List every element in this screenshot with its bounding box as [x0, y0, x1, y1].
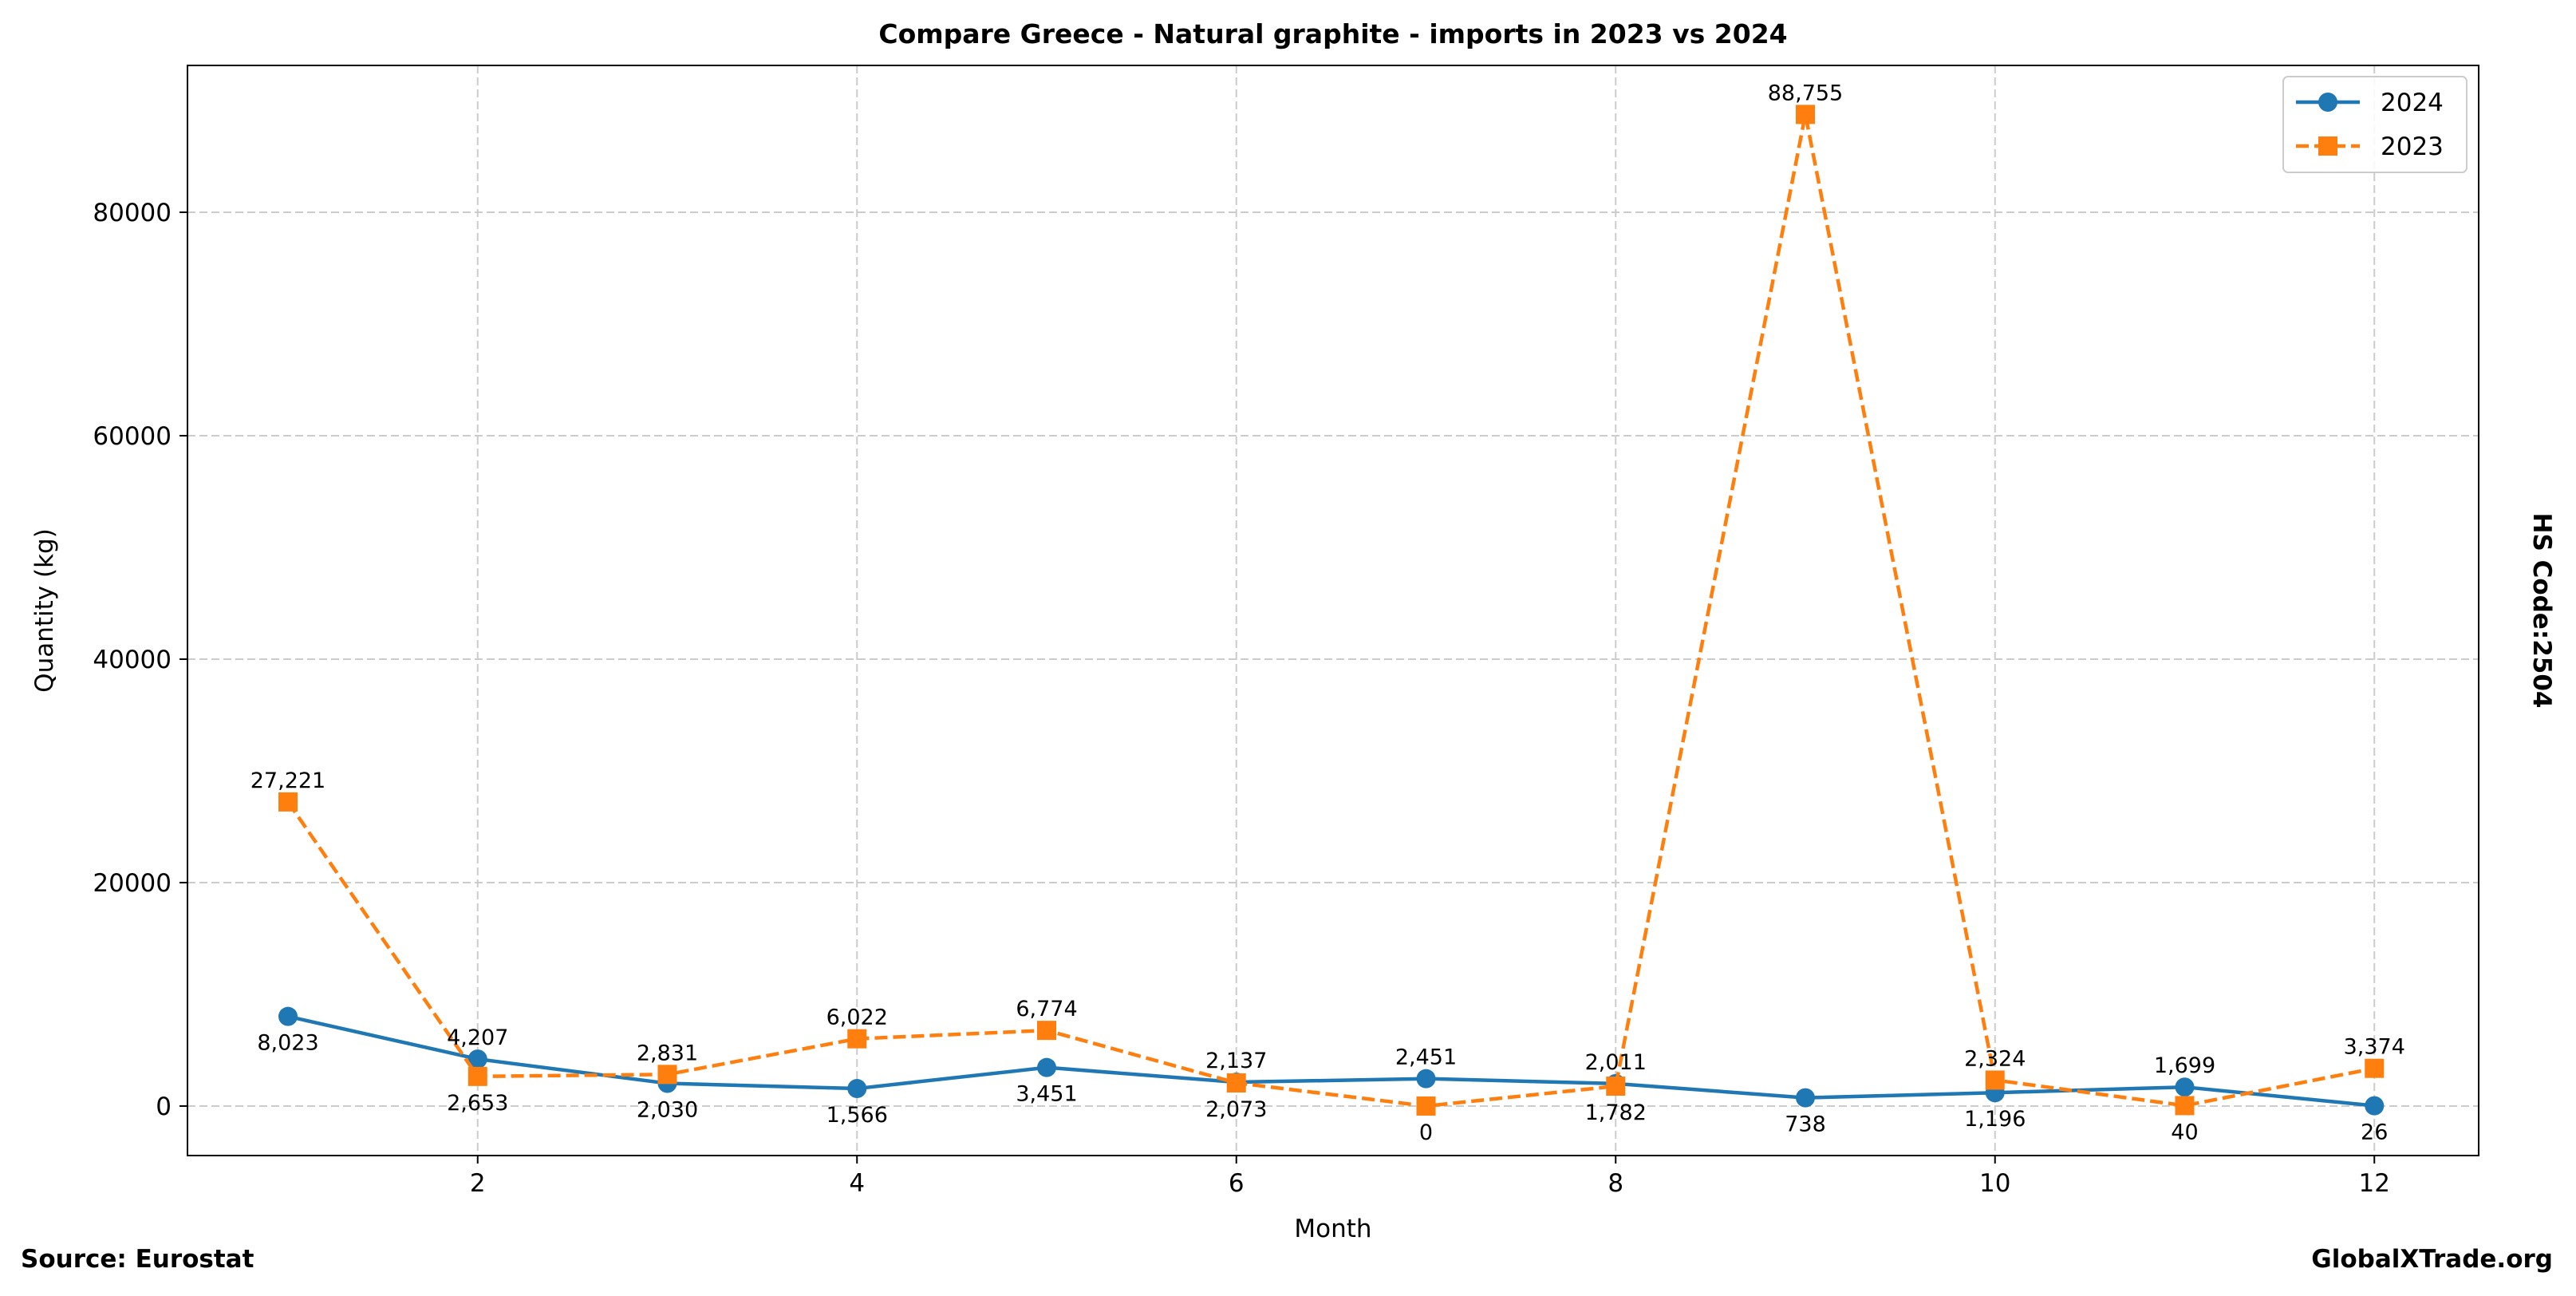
data-point-2024 [467, 1049, 487, 1069]
data-point-2023 [1795, 105, 1815, 124]
x-axis-label: Month [1294, 1215, 1371, 1243]
hs-code-label: HS Code:2504 [2527, 512, 2556, 708]
data-label-2023: 40 [2171, 1120, 2198, 1144]
data-label-2024: 2,030 [637, 1098, 698, 1123]
data-point-2023 [2175, 1096, 2195, 1116]
y-tick-label: 40000 [93, 646, 172, 674]
x-tick-label: 8 [1608, 1169, 1623, 1198]
data-label-2024: 1,566 [826, 1103, 888, 1128]
legend: 2024 2023 [2282, 76, 2468, 173]
data-label-2023: 1,782 [1585, 1100, 1647, 1125]
data-label-2023: 27,221 [250, 769, 325, 793]
x-tick-label: 4 [849, 1169, 865, 1198]
x-tick-label: 6 [1229, 1169, 1245, 1198]
legend-label-2023: 2023 [2381, 132, 2444, 161]
data-label-2024: 3,451 [1016, 1082, 1077, 1107]
legend-marker-2024 [2318, 93, 2337, 112]
data-label-2024: 8,023 [257, 1031, 318, 1056]
data-point-2023 [1416, 1096, 1436, 1116]
data-point-2023 [1606, 1077, 1626, 1096]
y-tick-label: 80000 [93, 199, 172, 227]
y-tick-label: 60000 [93, 422, 172, 451]
data-label-2023: 0 [1419, 1120, 1433, 1145]
plot-frame [187, 65, 2479, 1156]
data-label-2023: 88,755 [1768, 81, 1843, 105]
y-tick-label: 0 [156, 1093, 172, 1121]
data-point-2024 [2175, 1077, 2195, 1097]
data-point-2024 [278, 1006, 298, 1026]
series-line-2024 [287, 1014, 2375, 1108]
y-axis-label: Quantity (kg) [30, 528, 59, 693]
series-layer [278, 105, 2385, 1116]
source-label: Source: Eurostat [21, 1245, 254, 1274]
data-label-2024: 2,011 [1585, 1050, 1647, 1075]
grid [187, 65, 2479, 1156]
data-point-2023 [467, 1066, 487, 1086]
x-tick-label: 2 [470, 1169, 486, 1198]
legend-marker-2023 [2318, 136, 2337, 156]
x-tick-label: 12 [2359, 1169, 2390, 1198]
data-point-2023 [1985, 1070, 2005, 1090]
data-label-2024: 2,137 [1205, 1049, 1267, 1073]
data-labels: 8,023 4,207 2,030 1,566 3,451 2,137 2,451 2,011… [250, 81, 2405, 1145]
y-tick-label: 20000 [93, 869, 172, 898]
data-label-2024: 4,207 [447, 1025, 508, 1050]
series-line-2023 [286, 113, 2375, 1108]
data-point-2024 [1795, 1088, 1815, 1108]
chart-title: Compare Greece - Natural graphite - impo… [878, 18, 1787, 49]
data-point-2023 [847, 1029, 867, 1049]
legend-label-2024: 2024 [2381, 89, 2444, 117]
data-label-2023: 6,774 [1016, 997, 1077, 1021]
data-label-2023: 2,831 [637, 1041, 698, 1065]
data-label-2024: 738 [1785, 1112, 1826, 1137]
data-point-2024 [1416, 1069, 1436, 1089]
data-label-2024: 1,196 [1964, 1107, 2026, 1132]
data-label-2023: 6,022 [826, 1006, 888, 1030]
data-label-2024: 26 [2361, 1120, 2388, 1145]
data-point-2024 [1037, 1057, 1056, 1077]
data-point-2023 [1226, 1073, 1246, 1093]
data-point-2023 [2365, 1058, 2385, 1078]
axis-ticks: 2 4 6 8 10 12 0 20000 40000 60000 80000 [93, 199, 2390, 1198]
data-point-2024 [847, 1079, 867, 1099]
brand-label: GlobalXTrade.org [2311, 1245, 2553, 1274]
data-point-2024 [2365, 1096, 2385, 1116]
data-label-2023: 2,653 [447, 1091, 508, 1116]
data-label-2024: 2,451 [1395, 1045, 1457, 1070]
data-label-2023: 3,374 [2344, 1035, 2405, 1060]
x-tick-label: 10 [1979, 1169, 2010, 1198]
data-point-2023 [278, 792, 298, 812]
data-label-2023: 2,324 [1964, 1046, 2026, 1071]
data-point-2023 [657, 1065, 677, 1085]
data-label-2024: 1,699 [2154, 1053, 2215, 1078]
data-label-2023: 2,073 [1205, 1097, 1267, 1122]
data-point-2023 [1037, 1021, 1056, 1041]
